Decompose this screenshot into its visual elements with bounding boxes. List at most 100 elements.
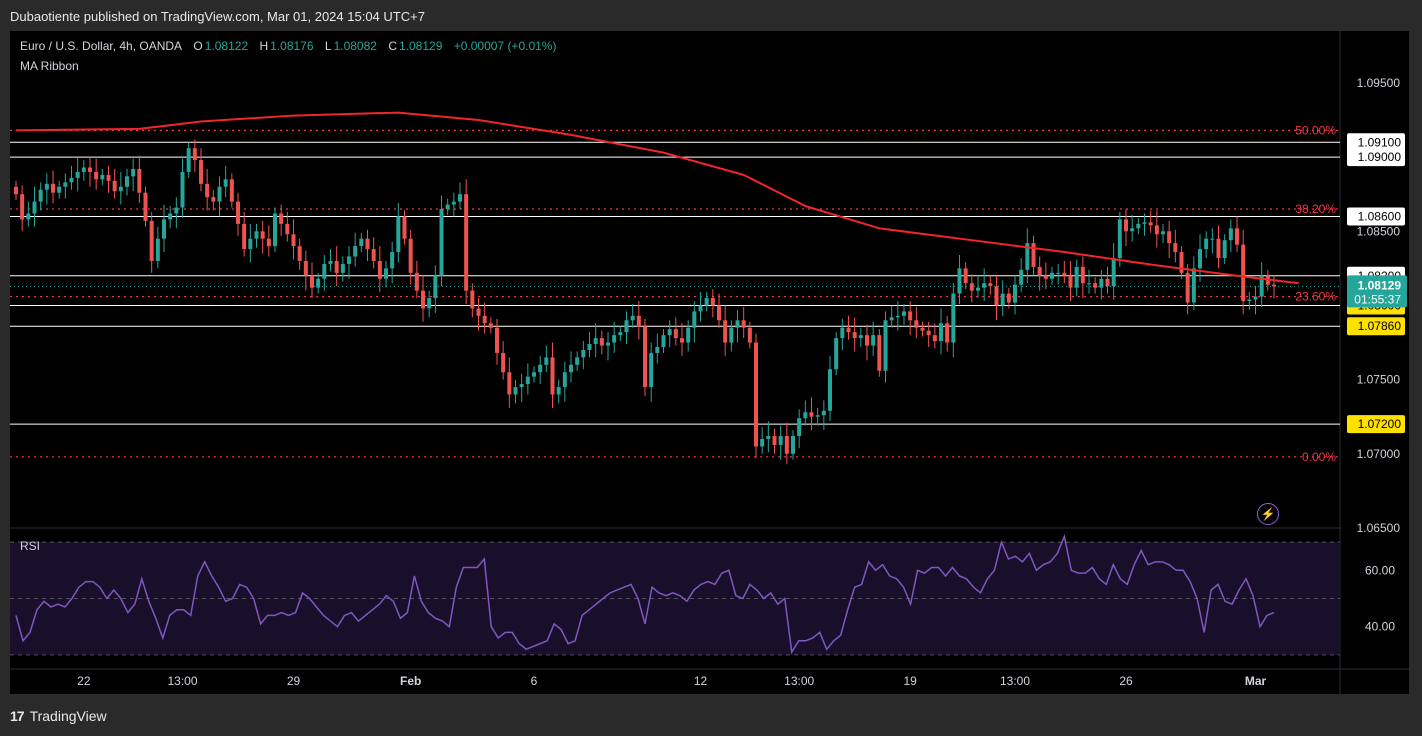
- candle-body: [544, 357, 549, 365]
- close-value: 1.08129: [398, 39, 443, 53]
- candle-body: [951, 293, 956, 343]
- candle-body: [365, 238, 370, 250]
- candle-body: [69, 177, 74, 183]
- candle-body: [371, 249, 376, 261]
- candle-body: [1154, 225, 1159, 235]
- candle-body: [310, 275, 314, 288]
- candle-body: [427, 298, 432, 309]
- candle-body: [809, 412, 814, 417]
- price-chart[interactable]: 50.00%38.20%23.60%0.00%1.095001.085001.0…: [10, 31, 1409, 694]
- candle-body: [458, 194, 462, 202]
- candle-body: [384, 268, 388, 279]
- candle-body: [217, 186, 222, 202]
- candle-body: [1037, 266, 1042, 276]
- lightning-icon[interactable]: ⚡: [1257, 503, 1279, 525]
- candle-body: [1228, 228, 1233, 241]
- candle-body: [316, 278, 321, 288]
- candle-body: [1272, 284, 1276, 287]
- candle-body: [297, 246, 302, 261]
- candle-body: [550, 357, 555, 395]
- candle-body: [106, 174, 111, 181]
- rsi-tick-label: 40.00: [1365, 620, 1395, 634]
- candle-body: [1124, 219, 1128, 232]
- candle-body: [347, 256, 351, 264]
- candle-body: [569, 364, 573, 373]
- candle-body: [285, 223, 290, 235]
- candle-body: [273, 213, 277, 247]
- candle-body: [63, 182, 68, 187]
- time-tick-label: 13:00: [167, 674, 197, 688]
- level-price-tag: [1347, 133, 1405, 152]
- time-tick-label: 12: [694, 674, 708, 688]
- candle-body: [1074, 266, 1079, 288]
- candle-body: [192, 148, 197, 161]
- rsi-tick-label: 60.00: [1365, 563, 1395, 577]
- top-bar: Dubaotiente published on TradingView.com…: [0, 0, 1422, 32]
- level-price-label: 1.08600: [1358, 209, 1402, 223]
- candle-body: [1173, 243, 1178, 253]
- price-tick-label: 1.09500: [1357, 76, 1401, 90]
- candle-body: [254, 231, 259, 239]
- candle-body: [649, 352, 654, 388]
- candle-body: [994, 286, 999, 306]
- candle-body: [51, 183, 55, 193]
- candle-body: [889, 317, 894, 321]
- tradingview-logo-icon: 17: [10, 708, 25, 724]
- candle-body: [1167, 231, 1172, 244]
- price-tick-label: 1.07000: [1357, 447, 1401, 461]
- candle-body: [340, 263, 345, 273]
- level-price-tag: [1347, 415, 1405, 434]
- candle-body: [575, 357, 580, 365]
- candle-body: [482, 315, 487, 324]
- candle-body: [94, 171, 99, 180]
- candle-body: [1062, 272, 1067, 276]
- candle-body: [223, 179, 228, 187]
- price-tick-label: 1.07500: [1357, 373, 1401, 387]
- candle-body: [538, 364, 543, 373]
- candle-body: [186, 148, 191, 172]
- candle-body: [988, 283, 993, 287]
- low-label: L: [324, 39, 332, 53]
- candle-body: [556, 387, 561, 395]
- candle-body: [926, 330, 931, 336]
- open-value: 1.08122: [204, 39, 249, 53]
- candle-body: [865, 335, 869, 346]
- candle-body: [618, 332, 623, 336]
- time-tick-label: Feb: [400, 674, 421, 688]
- candle-body: [606, 342, 610, 346]
- candle-body: [821, 410, 826, 416]
- candle-body: [908, 311, 913, 321]
- candle-body: [969, 283, 974, 291]
- candle-body: [421, 290, 425, 309]
- time-tick-label: 29: [287, 674, 301, 688]
- candle-body: [692, 311, 697, 328]
- candle-body: [1130, 228, 1135, 232]
- candle-body: [125, 176, 129, 187]
- candle-body: [741, 320, 746, 328]
- candle-body: [945, 323, 950, 343]
- ma-ribbon-line: [15, 111, 1299, 285]
- candle-body: [464, 194, 469, 291]
- candle-body: [797, 418, 802, 437]
- symbol-name: Euro / U.S. Dollar, 4h, OANDA: [20, 39, 183, 53]
- high-value: 1.08176: [270, 39, 314, 53]
- footer-brand: TradingView: [29, 708, 107, 724]
- candle-body: [44, 183, 49, 190]
- candle-body: [630, 315, 635, 321]
- candle-body: [38, 189, 43, 202]
- candle-body: [840, 327, 845, 339]
- candle-body: [229, 179, 234, 202]
- candle-body: [902, 311, 906, 316]
- candle-body: [1198, 249, 1202, 269]
- candle-body: [871, 335, 876, 346]
- candle-body: [661, 335, 666, 348]
- ma-ribbon-label[interactable]: MA Ribbon: [20, 59, 79, 73]
- rsi-label[interactable]: RSI: [20, 539, 41, 553]
- candle-body: [451, 201, 456, 205]
- candle-body: [1247, 299, 1252, 302]
- candle-body: [791, 436, 795, 454]
- candle-body: [513, 387, 518, 395]
- candle-body: [803, 412, 808, 419]
- candle-body: [303, 260, 308, 276]
- candle-body: [680, 338, 684, 343]
